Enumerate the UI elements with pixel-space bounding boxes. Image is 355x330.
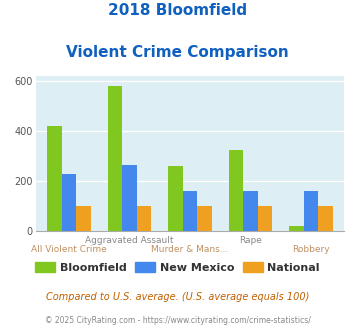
Text: Violent Crime Comparison: Violent Crime Comparison [66,45,289,59]
Bar [197,206,212,231]
Text: All Violent Crime: All Violent Crime [31,245,107,254]
Bar [229,150,243,231]
Text: Rape: Rape [239,236,262,245]
Text: © 2025 CityRating.com - https://www.cityrating.com/crime-statistics/: © 2025 CityRating.com - https://www.city… [45,316,310,325]
Bar [289,226,304,231]
Bar [137,206,151,231]
Text: Murder & Mans...: Murder & Mans... [151,245,229,254]
Bar [108,86,122,231]
Bar [122,165,137,231]
Bar [243,191,258,231]
Text: Compared to U.S. average. (U.S. average equals 100): Compared to U.S. average. (U.S. average … [46,292,309,302]
Bar [183,191,197,231]
Bar [304,191,318,231]
Bar [76,206,91,231]
Bar [258,206,272,231]
Legend: Bloomfield, New Mexico, National: Bloomfield, New Mexico, National [31,258,324,278]
Bar [168,166,183,231]
Text: 2018 Bloomfield: 2018 Bloomfield [108,3,247,18]
Bar [318,206,333,231]
Text: Robbery: Robbery [292,245,330,254]
Bar [47,126,61,231]
Text: Aggravated Assault: Aggravated Assault [85,236,174,245]
Bar [61,174,76,231]
